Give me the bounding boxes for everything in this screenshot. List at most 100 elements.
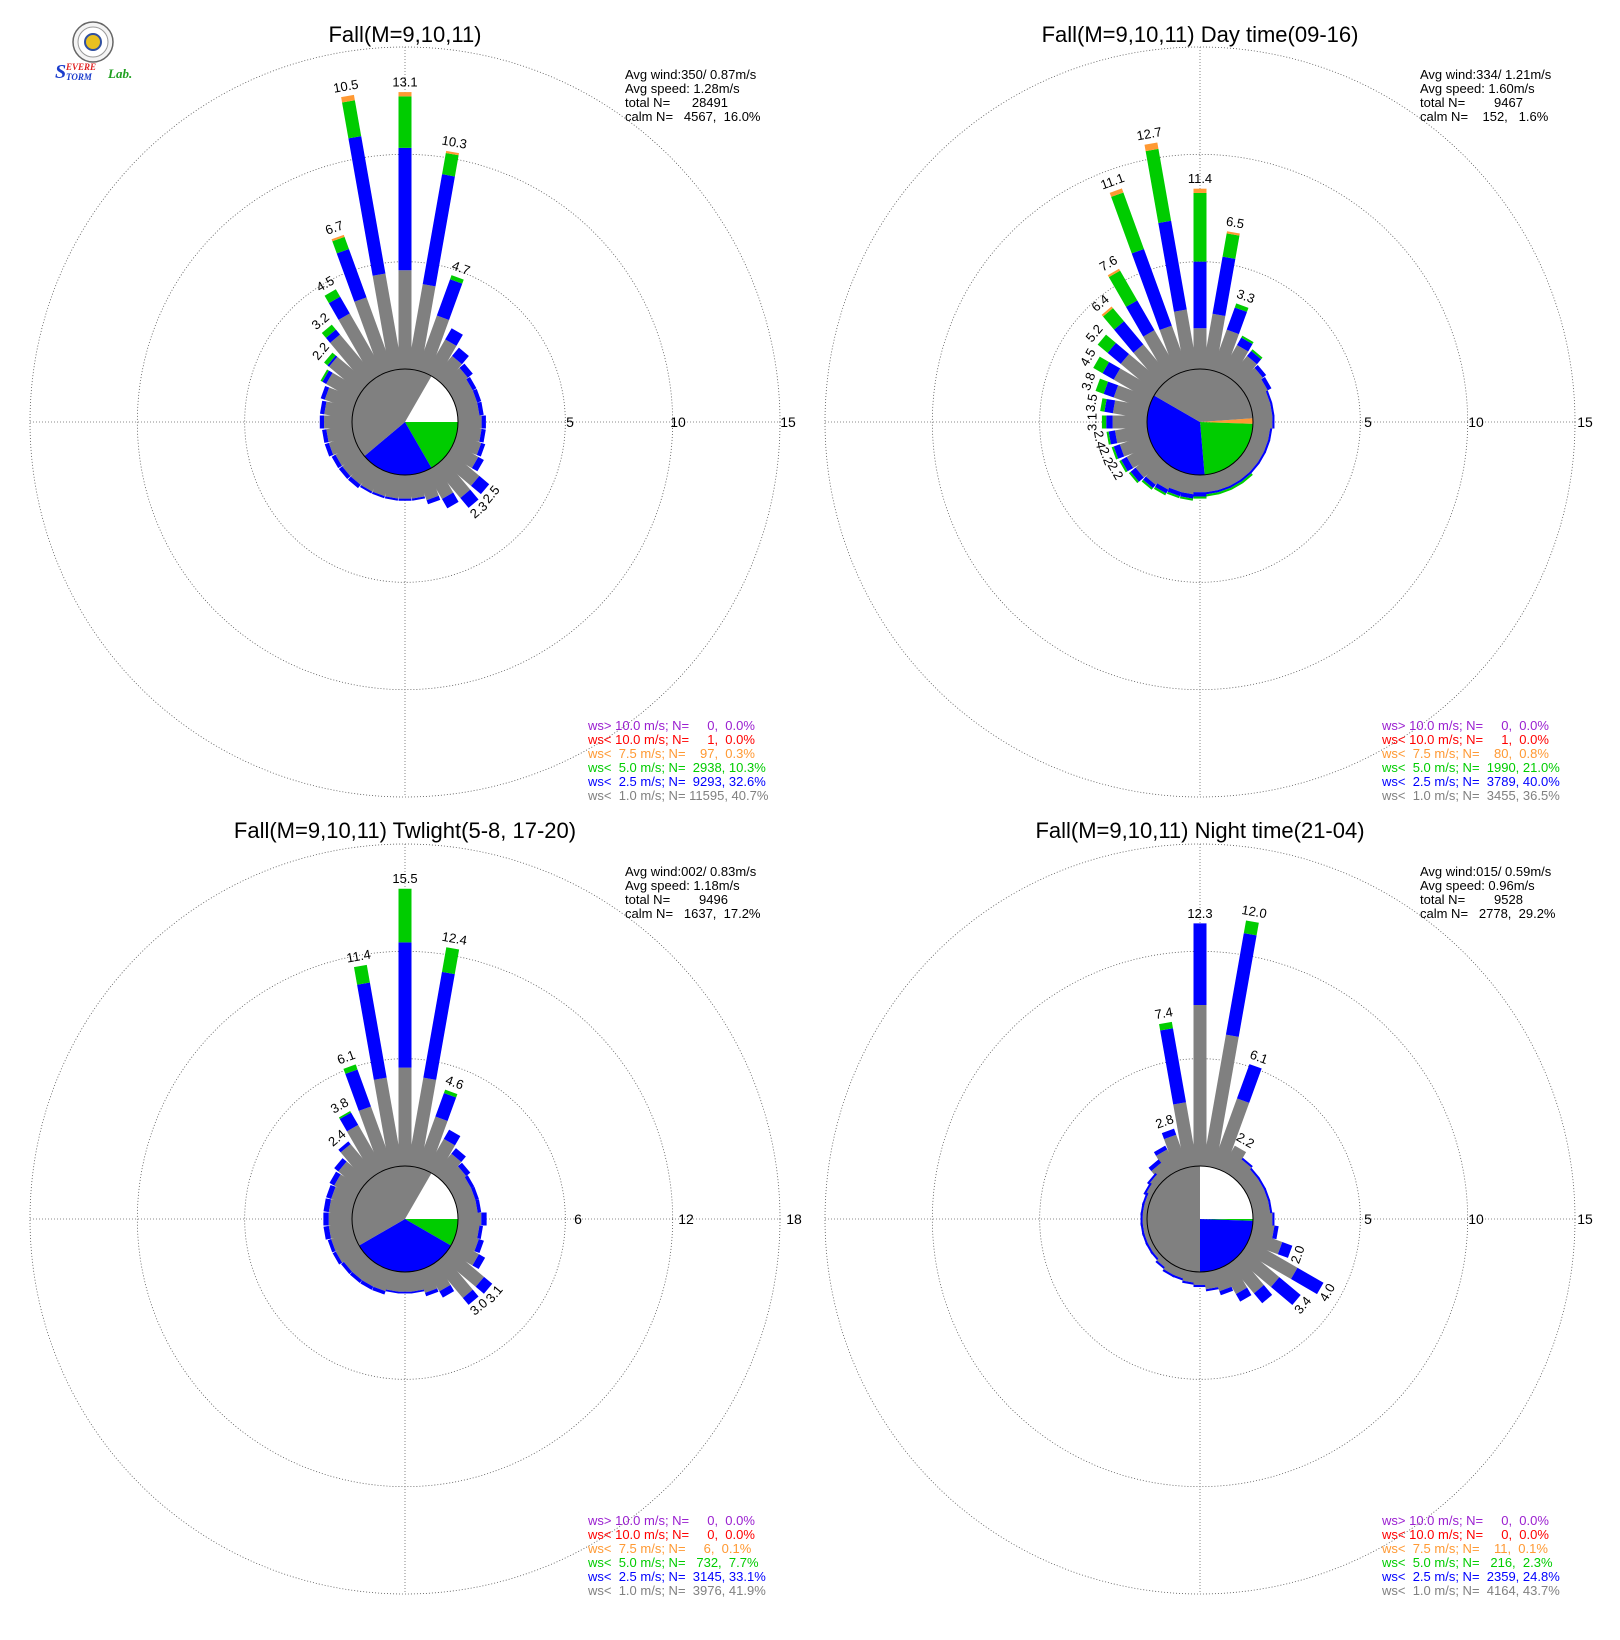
bar-segment	[334, 1158, 347, 1172]
bar-segment	[320, 386, 330, 400]
bar-segment	[476, 442, 486, 457]
bar-segment	[424, 1288, 439, 1297]
bar-segment	[456, 1199, 478, 1217]
bar-segment	[1253, 1285, 1273, 1304]
bar-segment	[1251, 403, 1273, 420]
bar-label: 10.3	[441, 133, 469, 152]
bar-segment	[319, 400, 327, 415]
bar-segment	[348, 476, 361, 489]
bar-segment	[425, 464, 454, 500]
bar-segment	[1202, 313, 1226, 371]
bar-segment	[479, 428, 486, 443]
bar-segment	[1229, 458, 1251, 480]
calm-sector	[1147, 1166, 1200, 1272]
bar-segment	[326, 1184, 336, 1200]
bar-segment	[457, 1162, 471, 1177]
stat-avg-speed: Avg speed: 1.18m/s	[625, 878, 740, 893]
bar-segment	[324, 289, 341, 304]
bar-segment	[425, 1138, 456, 1177]
bar-segment	[447, 442, 479, 469]
bar-segment	[1261, 376, 1272, 391]
legend-entry: ws< 7.5 m/s; N= 97, 0.3%	[587, 746, 755, 761]
bar-segment	[1236, 1168, 1258, 1190]
bar-label: 4.7	[450, 258, 472, 278]
bar-segment	[1102, 361, 1121, 380]
bar-segment	[1163, 1261, 1180, 1276]
bar-segment	[1254, 365, 1267, 378]
bar-segment	[1159, 325, 1188, 375]
bar-segment	[1243, 920, 1259, 936]
bar-segment	[1236, 1248, 1280, 1288]
bar-segment	[331, 234, 345, 242]
panel-title: Fall(M=9,10,11) Day time(09-16)	[1042, 22, 1359, 47]
bar-segment	[417, 469, 439, 501]
bar-segment	[452, 347, 469, 365]
bar-segment	[434, 458, 471, 499]
bar-segment	[1144, 142, 1159, 152]
stat-total: total N= 9528	[1420, 892, 1523, 907]
ring-label: 10	[1468, 1211, 1484, 1227]
windrose-panel-4: 5 10 15 Fall(M=9,10,11) Night time(21-04) Av…	[824, 818, 1593, 1598]
ring-label: 10	[670, 414, 686, 430]
bar-segment	[1095, 378, 1109, 394]
stat-avg-speed: Avg speed: 1.60m/s	[1420, 81, 1535, 96]
bar-segment	[320, 369, 329, 382]
bar-segment	[1230, 481, 1243, 490]
bar-segment	[1236, 367, 1263, 393]
bar-segment	[1202, 1034, 1239, 1168]
ring-1	[1039, 1058, 1361, 1380]
bar-label: 6.5	[1225, 214, 1245, 232]
bar-segment	[1247, 1231, 1283, 1255]
bar-segment	[1242, 1239, 1298, 1280]
bar-segment	[441, 492, 459, 509]
bar-segment	[422, 174, 455, 287]
calm-circle	[1146, 1165, 1254, 1273]
bar-segment	[332, 236, 349, 254]
bar-segment	[1181, 473, 1198, 495]
bar-segment	[339, 1112, 359, 1132]
bar-segment	[328, 1199, 354, 1217]
bar-segment	[1265, 390, 1273, 404]
bar-segment	[1135, 451, 1164, 478]
ring-label: 18	[786, 1211, 802, 1227]
bar-segment	[1145, 1242, 1154, 1255]
ring-label: 15	[1577, 414, 1593, 430]
bar-segment	[1114, 321, 1144, 353]
calm-sector	[1200, 1219, 1253, 1272]
ring-label: 5	[1364, 414, 1372, 430]
severe-storm-lab-logo: S EVERE TORM Lab.	[55, 21, 132, 83]
legend-entry: ws< 5.0 m/s; N= 2938, 10.3%	[587, 760, 766, 775]
bar-segment	[1241, 473, 1253, 484]
bar-segment	[459, 363, 473, 378]
bar-segment	[1161, 1128, 1177, 1140]
bar-segment	[361, 464, 385, 492]
bar-segment	[338, 1161, 369, 1190]
bar-segment	[373, 1077, 403, 1168]
bar-segment	[1119, 434, 1153, 457]
bar-segment	[321, 324, 336, 338]
legend-entry: ws> 10.0 m/s; N= 0, 0.0%	[587, 1513, 755, 1528]
bar-segment	[425, 339, 457, 380]
bar-segment	[464, 1175, 475, 1189]
bar-segment	[1126, 442, 1158, 469]
logo-severe: EVERE	[65, 62, 96, 72]
bar-label: 12.0	[1240, 902, 1268, 921]
legend-entry: ws< 1.0 m/s; N= 11595, 40.7%	[587, 788, 769, 803]
legend-entry: ws< 2.5 m/s; N= 3789, 40.0%	[1381, 774, 1560, 789]
bar-segment	[343, 1064, 358, 1074]
stat-calm: calm N= 2778, 29.2%	[1420, 906, 1556, 921]
bar-segment	[1126, 300, 1155, 337]
bar-label: 6.7	[323, 217, 345, 237]
bar-segment	[1142, 1221, 1149, 1236]
legend-entry: ws< 1.0 m/s; N= 4164, 43.7%	[1381, 1583, 1560, 1598]
bar-segment	[1212, 1098, 1250, 1172]
bar-segment	[1172, 1274, 1186, 1282]
bar-segment	[439, 1284, 455, 1298]
bar-label: 4.6	[444, 1072, 466, 1092]
bar-segment	[1236, 451, 1258, 473]
bar-segment	[1166, 491, 1180, 499]
bar-segment	[357, 982, 387, 1080]
bar-segment	[322, 370, 333, 384]
stat-total: total N= 9467	[1420, 95, 1523, 110]
